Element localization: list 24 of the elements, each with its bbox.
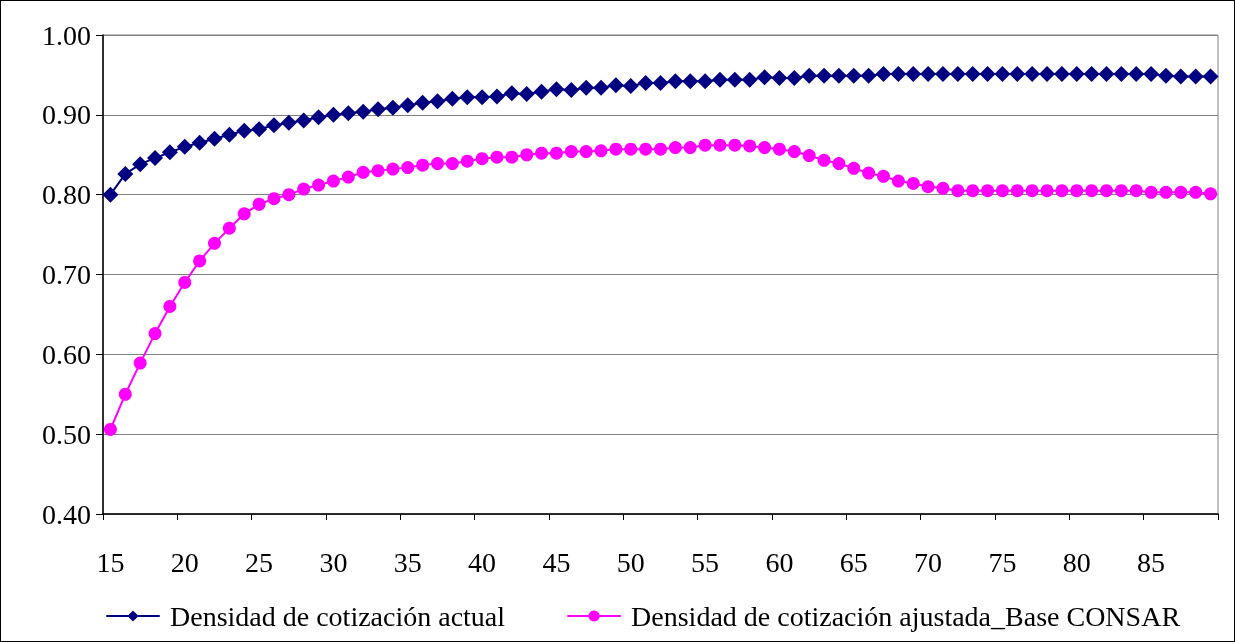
y-tick-label: 0.60: [42, 338, 91, 370]
x-tick-label: 30: [319, 546, 348, 578]
x-tick-label: 20: [170, 546, 199, 578]
y-tick-label: 1.00: [42, 19, 91, 51]
x-tick-label: 80: [1062, 546, 1091, 578]
legend-label: Densidad de cotización actual: [170, 600, 506, 632]
x-tick-label: 50: [616, 546, 645, 578]
y-tick-label: 0.70: [42, 259, 91, 290]
x-tick-label: 70: [914, 546, 943, 578]
x-tick-label: 15: [96, 546, 125, 578]
x-tick-label: 85: [1137, 546, 1166, 578]
x-tick-label: 75: [988, 546, 1017, 578]
y-tick-label: 0.50: [42, 418, 91, 450]
x-tick-label: 60: [765, 546, 794, 578]
x-tick-label: 65: [839, 546, 868, 578]
x-tick-label: 55: [691, 546, 720, 578]
y-tick-label: 0.80: [42, 179, 91, 211]
legend-label: Densidad de cotización ajustada_Base CONSAR: [631, 600, 1181, 632]
y-tick-label: 0.40: [42, 498, 91, 530]
x-tick-label: 25: [245, 546, 274, 578]
x-tick-label: 35: [393, 546, 422, 578]
x-tick-label: 45: [542, 546, 571, 578]
y-tick-label: 0.90: [42, 99, 91, 131]
x-tick-label: 40: [468, 546, 497, 578]
